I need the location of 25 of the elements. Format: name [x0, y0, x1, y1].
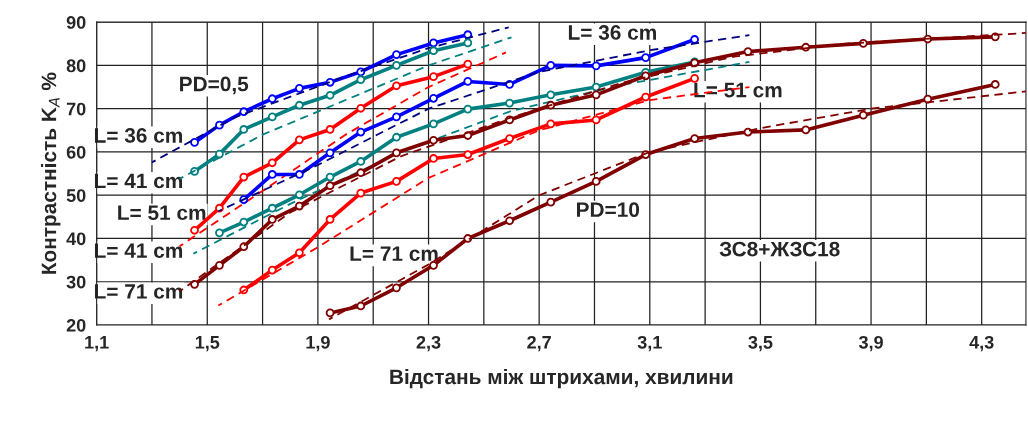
- y-tick-label: 40: [66, 232, 86, 246]
- y-axis-title: Контрастність K$_{A}$ %: [41, 72, 61, 274]
- x-tick-label: 2,7: [527, 335, 551, 352]
- x-tick-label: 1,5: [195, 336, 220, 352]
- x-tick-label: 3,1: [637, 335, 662, 352]
- y-tick-label: 80: [66, 59, 86, 73]
- x-tick-label: 2,3: [416, 335, 441, 352]
- y-tick-label: 90: [66, 16, 86, 29]
- x-tick-label: 1,9: [306, 335, 330, 352]
- annotation: PD=0,5: [180, 76, 249, 95]
- annotation: L= 71 cm: [350, 246, 438, 261]
- x-axis-title: Відстань між штрихами, хвилини: [390, 368, 733, 389]
- y-tick-label: 70: [66, 102, 86, 116]
- annotation: L= 51 cm: [118, 205, 206, 221]
- x-tick-label: 4,3: [969, 335, 994, 352]
- x-tick-label: 3,5: [748, 335, 773, 352]
- x-tick-label: 3,9: [858, 335, 883, 352]
- y-tick-label: 60: [66, 145, 86, 159]
- y-tick-label: 50: [66, 189, 86, 202]
- annotation: PD=10: [577, 202, 640, 218]
- y-tick-label: 30: [66, 275, 86, 289]
- annotation: ЗС8+ЖЗС18: [719, 241, 840, 257]
- y-tick-label: 20: [66, 318, 86, 332]
- x-tick-label: 1,1: [85, 336, 109, 352]
- annotation: L= 36 cm: [568, 25, 656, 40]
